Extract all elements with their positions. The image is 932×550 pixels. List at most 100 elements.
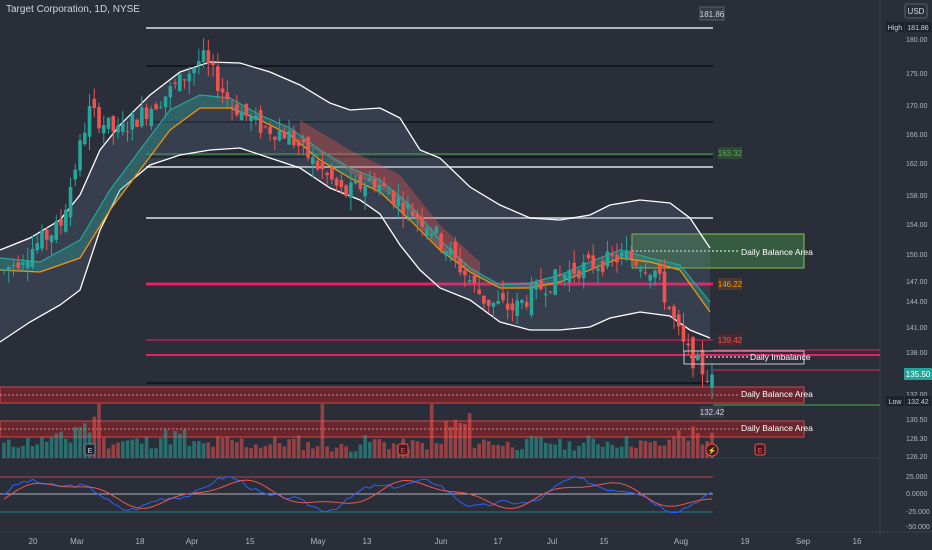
candle-body[interactable] — [82, 132, 87, 145]
candle-body[interactable] — [619, 252, 624, 257]
candle-body[interactable] — [225, 92, 230, 100]
candle-body[interactable] — [135, 119, 139, 127]
candle-body[interactable] — [173, 82, 177, 84]
candle-body[interactable] — [254, 115, 258, 120]
candle-body[interactable] — [325, 172, 329, 175]
candle-body[interactable] — [510, 303, 515, 311]
candle-body[interactable] — [197, 61, 201, 66]
candle-body[interactable] — [610, 253, 615, 256]
candle-body[interactable] — [553, 269, 557, 295]
candle-body[interactable] — [472, 275, 477, 283]
candle-body[interactable] — [35, 243, 40, 251]
earnings-marker-3[interactable]: E — [754, 443, 766, 456]
candle-body[interactable] — [311, 156, 315, 165]
candle-body[interactable] — [101, 124, 106, 134]
candle-body[interactable] — [420, 216, 424, 227]
candle-body[interactable] — [49, 235, 54, 243]
candle-body[interactable] — [301, 139, 306, 143]
candle-body[interactable] — [368, 178, 372, 181]
candle-body[interactable] — [30, 249, 35, 268]
candle-body[interactable] — [501, 293, 505, 301]
candle-body[interactable] — [586, 254, 591, 259]
candle-body[interactable] — [534, 282, 538, 290]
upper-band-line[interactable] — [0, 61, 711, 251]
candle-body[interactable] — [463, 270, 467, 276]
oscillator-axis[interactable]: 25.000 0.0000 -25.000 -50.000 — [906, 474, 930, 531]
candle-body[interactable] — [268, 126, 272, 135]
candle-body[interactable] — [2, 269, 6, 272]
candle-body[interactable] — [25, 260, 30, 268]
candle-body[interactable] — [11, 265, 16, 267]
candle-body[interactable] — [334, 178, 339, 186]
candle-body[interactable] — [111, 116, 116, 132]
candle-body[interactable] — [605, 251, 610, 267]
earnings-marker-2[interactable]: E — [397, 443, 409, 456]
oscillator-slow-line[interactable] — [3, 479, 713, 509]
candle-body[interactable] — [676, 314, 681, 327]
candle-body[interactable] — [596, 268, 600, 271]
candle-body[interactable] — [149, 109, 154, 127]
candle-body[interactable] — [44, 229, 49, 240]
candle-body[interactable] — [235, 104, 239, 116]
candle-body[interactable] — [344, 185, 348, 196]
earnings-marker-1[interactable]: E — [84, 443, 96, 456]
candle-body[interactable] — [410, 211, 415, 216]
candle-body[interactable] — [125, 131, 130, 133]
candle-body[interactable] — [211, 62, 215, 66]
candle-body[interactable] — [159, 106, 163, 108]
candle-body[interactable] — [429, 233, 434, 237]
candle-body[interactable] — [425, 228, 429, 236]
candle-body[interactable] — [92, 98, 97, 108]
candle-body[interactable] — [629, 250, 634, 260]
candle-body[interactable] — [667, 306, 672, 309]
candle-body[interactable] — [54, 221, 59, 240]
candle-body[interactable] — [691, 337, 695, 369]
candle-body[interactable] — [353, 181, 358, 184]
candle-body[interactable] — [192, 67, 196, 74]
candle-body[interactable] — [277, 130, 282, 141]
candle-body[interactable] — [282, 132, 287, 139]
candle-body[interactable] — [634, 261, 638, 266]
candle-body[interactable] — [486, 299, 491, 306]
candle-body[interactable] — [230, 106, 234, 108]
candle-body[interactable] — [116, 125, 120, 133]
candle-body[interactable] — [139, 107, 144, 127]
candle-body[interactable] — [591, 255, 596, 269]
candle-body[interactable] — [439, 233, 443, 249]
candle-body[interactable] — [686, 343, 691, 346]
candle-body[interactable] — [187, 73, 192, 82]
candle-body[interactable] — [638, 269, 643, 272]
candle-body[interactable] — [320, 162, 325, 170]
candle-body[interactable] — [496, 300, 500, 304]
candle-body[interactable] — [567, 270, 572, 283]
candle-body[interactable] — [154, 104, 158, 110]
split-marker[interactable]: ⚡ — [705, 443, 719, 457]
candle-body[interactable] — [615, 254, 619, 263]
candle-body[interactable] — [529, 285, 534, 316]
candle-body[interactable] — [144, 107, 149, 119]
candle-body[interactable] — [657, 264, 662, 274]
candle-body[interactable] — [330, 167, 334, 180]
candle-body[interactable] — [220, 88, 225, 93]
candle-body[interactable] — [382, 183, 386, 186]
candle-body[interactable] — [315, 160, 320, 170]
candle-body[interactable] — [178, 74, 182, 92]
candle-body[interactable] — [672, 306, 676, 319]
candle-body[interactable] — [68, 187, 73, 218]
candle-body[interactable] — [6, 266, 11, 271]
candle-body[interactable] — [59, 219, 63, 226]
time-axis[interactable]: 20 Mar 18 Apr 15 May 13 Jun 17 Jul 15 Aug 19 Sep 16 — [29, 537, 862, 546]
candle-body[interactable] — [78, 140, 82, 171]
candle-body[interactable] — [482, 295, 486, 304]
candle-body[interactable] — [548, 291, 553, 293]
candle-body[interactable] — [453, 241, 458, 258]
candle-body[interactable] — [520, 299, 524, 304]
candle-body[interactable] — [477, 289, 481, 294]
candle-body[interactable] — [524, 301, 529, 307]
candle-body[interactable] — [287, 131, 291, 145]
candle-body[interactable] — [624, 250, 629, 260]
candle-body[interactable] — [653, 270, 657, 278]
oscillator-fast-line[interactable] — [3, 475, 713, 514]
candle-body[interactable] — [106, 117, 111, 129]
